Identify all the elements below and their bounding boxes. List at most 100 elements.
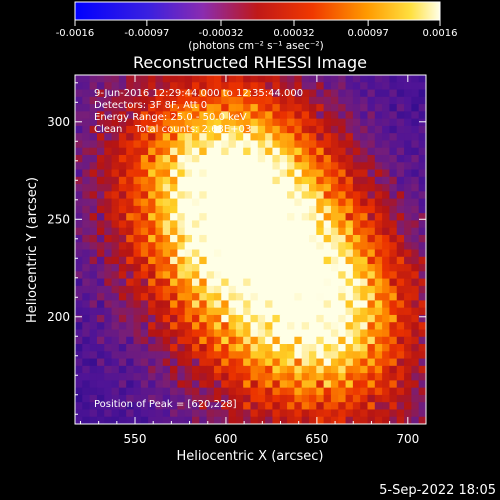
- heatmap-cell: [104, 205, 113, 214]
- heatmap-cell: [301, 198, 310, 207]
- heatmap-cell: [257, 285, 266, 294]
- heatmap-cell: [118, 416, 127, 424]
- heatmap-cell: [148, 358, 157, 367]
- heatmap-cell: [294, 256, 303, 265]
- heatmap-cell: [104, 264, 113, 272]
- heatmap-cell: [250, 387, 259, 396]
- heatmap-cell: [316, 96, 325, 105]
- heatmap-cell: [177, 271, 186, 280]
- heatmap-cell: [316, 380, 325, 389]
- heatmap-cell: [96, 205, 105, 214]
- heatmap-cell: [396, 162, 405, 171]
- heatmap-cell: [192, 75, 200, 83]
- heatmap-cell: [411, 184, 420, 192]
- heatmap-cell: [374, 314, 383, 323]
- heatmap-cell: [287, 416, 295, 424]
- heatmap-cell: [221, 220, 230, 229]
- heatmap-cell: [338, 147, 347, 156]
- heatmap-cell: [162, 104, 171, 112]
- heatmap-cell: [411, 271, 420, 280]
- heatmap-cell: [75, 314, 83, 323]
- heatmap-cell: [75, 96, 83, 105]
- heatmap-cell: [411, 75, 420, 83]
- heatmap-cell: [96, 351, 105, 360]
- heatmap-cell: [389, 300, 398, 309]
- heatmap-cell: [367, 162, 376, 171]
- heatmap-cell: [126, 329, 135, 338]
- heatmap-cell: [155, 409, 164, 418]
- heatmap-cell: [323, 184, 332, 192]
- heatmap-cell: [301, 147, 310, 156]
- heatmap-cell: [126, 380, 135, 389]
- heatmap-cell: [287, 322, 295, 331]
- heatmap-cell: [133, 96, 142, 105]
- heatmap-cell: [111, 344, 120, 352]
- heatmap-cell: [316, 402, 325, 411]
- heatmap-cell: [243, 336, 252, 345]
- heatmap-cell: [389, 118, 398, 127]
- heatmap-cell: [338, 176, 347, 185]
- heatmap-cell: [235, 300, 244, 309]
- heatmap-cell: [89, 380, 98, 389]
- heatmap-cell: [155, 118, 164, 127]
- heatmap-cell: [192, 89, 200, 98]
- heatmap-cell: [323, 198, 332, 207]
- heatmap-cell: [323, 293, 332, 301]
- heatmap-cell: [177, 365, 186, 374]
- heatmap-cell: [287, 191, 295, 200]
- heatmap-cell: [294, 169, 303, 178]
- heatmap-cell: [396, 322, 405, 331]
- heatmap-cell: [287, 184, 295, 192]
- heatmap-cell: [250, 213, 259, 222]
- heatmap-cell: [243, 125, 252, 134]
- heatmap-cell: [257, 184, 266, 192]
- heatmap-cell: [89, 278, 98, 287]
- heatmap-cell: [148, 344, 157, 352]
- heatmap-cell: [396, 89, 405, 98]
- heatmap-cell: [243, 293, 252, 301]
- heatmap-cell: [272, 285, 281, 294]
- heatmap-cell: [330, 191, 339, 200]
- heatmap-cell: [162, 75, 171, 83]
- heatmap-cell: [133, 147, 142, 156]
- heatmap-cell: [323, 162, 332, 171]
- heatmap-cell: [199, 147, 208, 156]
- heatmap-cell: [279, 373, 288, 381]
- heatmap-cell: [177, 394, 186, 403]
- heatmap-cell: [243, 365, 252, 374]
- heatmap-cell: [418, 351, 426, 360]
- heatmap-cell: [243, 344, 252, 352]
- heatmap-cell: [345, 169, 354, 178]
- heatmap-cell: [82, 118, 91, 127]
- heatmap-cell: [177, 205, 186, 214]
- heatmap-cell: [287, 278, 295, 287]
- heatmap-cell: [374, 387, 383, 396]
- heatmap-cell: [228, 329, 237, 338]
- heatmap-cell: [192, 293, 200, 301]
- heatmap-cell: [177, 162, 186, 171]
- heatmap-cell: [199, 322, 208, 331]
- heatmap-cell: [177, 336, 186, 345]
- heatmap-cell: [316, 278, 325, 287]
- heatmap-cell: [404, 169, 412, 178]
- heatmap-cell: [294, 162, 303, 171]
- heatmap-cell: [184, 387, 193, 396]
- heatmap-cell: [338, 198, 347, 207]
- heatmap-cell: [104, 242, 113, 251]
- heatmap-cell: [228, 125, 237, 134]
- heatmap-cell: [404, 191, 412, 200]
- heatmap-cell: [287, 409, 295, 418]
- heatmap-cell: [257, 278, 266, 287]
- heatmap-cell: [309, 314, 317, 323]
- heatmap-cell: [184, 111, 193, 120]
- heatmap-cell: [389, 96, 398, 105]
- heatmap-cell: [382, 387, 391, 396]
- heatmap-cell: [396, 409, 405, 418]
- heatmap-cell: [374, 278, 383, 287]
- heatmap-cell: [89, 293, 98, 301]
- heatmap-cell: [418, 154, 426, 163]
- heatmap-cell: [396, 169, 405, 178]
- heatmap-cell: [316, 169, 325, 178]
- heatmap-cell: [382, 264, 391, 272]
- heatmap-cell: [177, 278, 186, 287]
